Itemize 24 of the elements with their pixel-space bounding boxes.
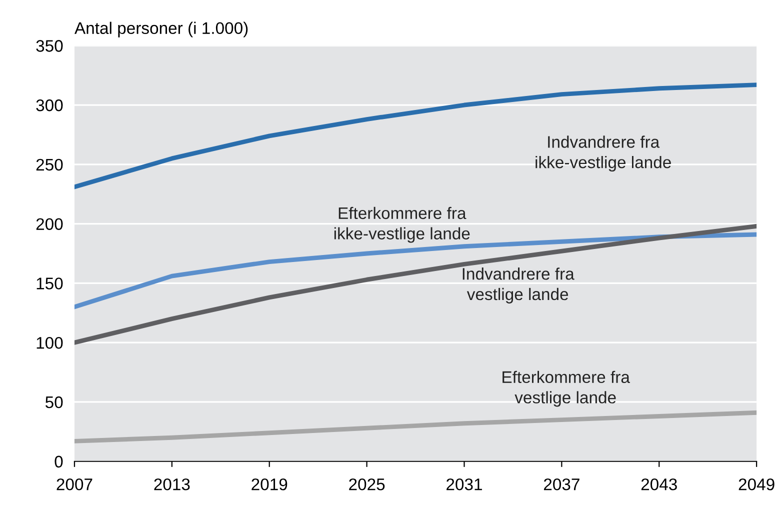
line-series (74, 82, 757, 190)
text: Indvandrere fra ikke-vestlige lande (536, 136, 671, 172)
x-tick-label: 2007 (56, 478, 92, 490)
y-tick-label: 250 (36, 158, 63, 171)
x-tick-label: 2013 (154, 478, 190, 490)
series-label: Efterkommere fra vestlige lande (502, 370, 630, 407)
x-tick-label: 2049 (738, 478, 774, 490)
y-tick-label: 100 (36, 336, 63, 349)
series-label: Indvandrere fra vestlige lande (462, 268, 574, 304)
series-label: Efterkommere fra ikke-vestlige lande (334, 206, 470, 243)
y-tick-label: 350 (36, 40, 63, 52)
x-tick-label: 2043 (641, 478, 677, 490)
x-tick-label: 2037 (544, 478, 580, 490)
y-tick-label: 300 (36, 99, 63, 112)
y-tick-label: 50 (46, 396, 63, 408)
y-axis-title: Antal personer (i 1.000) (74, 22, 248, 38)
line-series (74, 410, 757, 444)
y-tick-label: 0 (54, 456, 63, 468)
y-tick-label: 150 (36, 278, 63, 290)
y-tick-label: 200 (36, 218, 63, 230)
x-tick-label: 2025 (349, 478, 385, 490)
x-tick-label: 2031 (446, 478, 482, 490)
x-tick-label: 2019 (252, 478, 288, 490)
line-series (74, 224, 757, 345)
